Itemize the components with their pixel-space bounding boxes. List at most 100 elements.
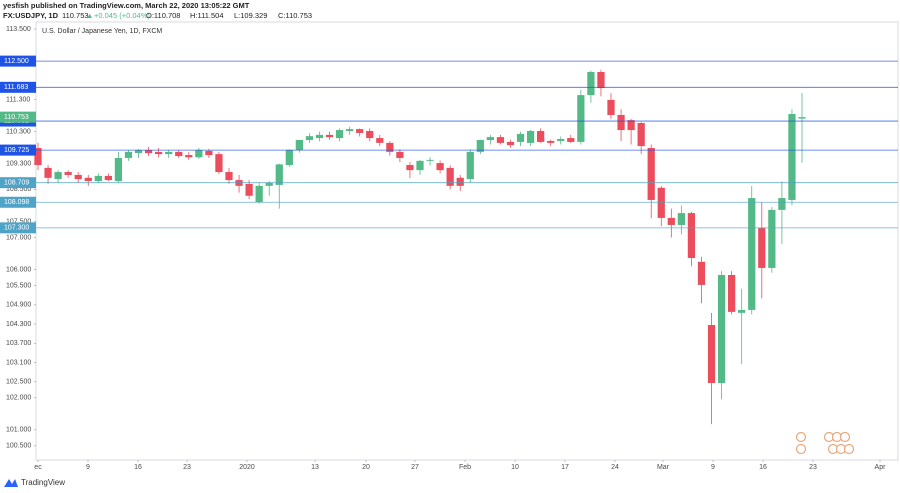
candle-body <box>567 138 575 142</box>
candle-body <box>64 172 72 175</box>
x-tick-label: 20 <box>362 464 370 471</box>
candle-body <box>466 151 474 180</box>
level-box <box>0 81 36 93</box>
y-tick-label: 108.500 <box>6 186 31 193</box>
level-box <box>0 177 36 189</box>
candle-body <box>225 172 233 181</box>
level-label: 108.098 <box>4 199 29 206</box>
candle-body <box>335 130 344 139</box>
candle-body <box>325 134 334 138</box>
candle-body <box>798 117 806 119</box>
candle-body <box>657 187 665 218</box>
y-tick-label: 113.500 <box>6 26 31 33</box>
candle-body <box>607 99 615 115</box>
x-tick-label: Mar <box>657 464 670 471</box>
candle-body <box>577 95 585 142</box>
candle-body <box>406 165 414 171</box>
candle-body <box>778 198 786 210</box>
level-label: 111.683 <box>4 84 28 91</box>
candle-body <box>255 185 263 203</box>
candle-body <box>104 175 112 181</box>
candle-body <box>637 123 645 147</box>
x-tick-label: 23 <box>183 464 191 471</box>
level-label: 109.725 <box>4 147 29 154</box>
y-tick-label: 110.300 <box>6 129 31 136</box>
open: O:110.708 <box>146 11 180 20</box>
candle-body <box>155 151 163 155</box>
level-box <box>0 222 36 234</box>
candle-body <box>134 149 143 154</box>
event-icons <box>795 431 855 455</box>
arrow: ▲ <box>86 11 93 20</box>
candle-body <box>124 151 133 158</box>
x-tick-label: 13 <box>311 464 319 471</box>
candle-body <box>768 209 776 268</box>
x-tick-label: 2020 <box>239 464 255 471</box>
candle-body <box>185 155 193 158</box>
low: L:109.329 <box>234 11 267 20</box>
y-tick-label: 101.000 <box>6 427 31 434</box>
level-box <box>0 144 36 156</box>
candle-body <box>587 72 595 96</box>
candle-body <box>707 325 716 384</box>
x-tick-label: 23 <box>809 464 817 471</box>
candle-body <box>315 134 324 139</box>
candle-body <box>557 139 565 141</box>
x-tick-label: ec <box>34 464 42 471</box>
level-box <box>0 196 36 208</box>
x-tick-label: 16 <box>134 464 142 471</box>
x-tick-label: 24 <box>611 464 619 471</box>
candle-body <box>788 114 796 200</box>
candle-body <box>526 131 535 143</box>
x-tick-label: 10 <box>511 464 519 471</box>
candle-body <box>597 72 605 89</box>
change: +0.045 (+0.04%) <box>94 11 150 20</box>
candle-body <box>728 274 736 312</box>
x-tick-label: Apr <box>875 464 887 471</box>
candle-body <box>346 129 354 132</box>
x-tick-label: 9 <box>86 464 90 471</box>
candle-body <box>114 157 123 182</box>
y-tick-label: 111.300 <box>6 96 30 103</box>
y-tick-label: 102.000 <box>6 395 31 402</box>
candle-body <box>748 198 756 310</box>
level-label: 108.709 <box>4 180 29 187</box>
candle-body <box>285 149 293 166</box>
y-tick-label: 106.000 <box>6 266 31 273</box>
candle-body <box>486 137 494 140</box>
y-tick-label: 109.300 <box>6 161 31 168</box>
candle-body <box>436 163 444 171</box>
chart-title: U.S. Dollar / Japanese Yen, 1D, FXCM <box>42 28 162 35</box>
candle-body <box>175 151 183 157</box>
candle-body <box>617 114 625 131</box>
candle-body <box>667 217 675 225</box>
candle-body <box>144 149 153 154</box>
candle-body <box>44 167 52 178</box>
last-price-label: 110.753 <box>4 114 29 121</box>
candle-body <box>215 154 223 173</box>
candle-body <box>295 139 303 150</box>
candle-body <box>476 139 484 152</box>
candle-body <box>547 140 555 143</box>
candle-body <box>195 149 203 158</box>
x-tick-label: 9 <box>711 464 715 471</box>
candle-body <box>94 175 102 182</box>
y-tick-label: 103.100 <box>6 359 31 366</box>
candle-body <box>396 151 404 158</box>
y-tick-label: 100.500 <box>6 443 31 450</box>
candle-body <box>275 164 283 185</box>
candle-body <box>305 136 314 140</box>
candle-body <box>506 141 515 146</box>
x-tick-label: 16 <box>759 464 767 471</box>
candle-body <box>205 150 213 156</box>
candle-body <box>627 120 635 131</box>
candle-body <box>758 227 766 268</box>
candle-body <box>376 138 384 143</box>
candle-body <box>54 172 62 180</box>
candle-body <box>697 261 706 285</box>
y-tick-label: 107.500 <box>6 218 31 225</box>
candle-body <box>426 159 434 161</box>
candle-body <box>677 213 685 225</box>
candle-body <box>265 182 273 186</box>
